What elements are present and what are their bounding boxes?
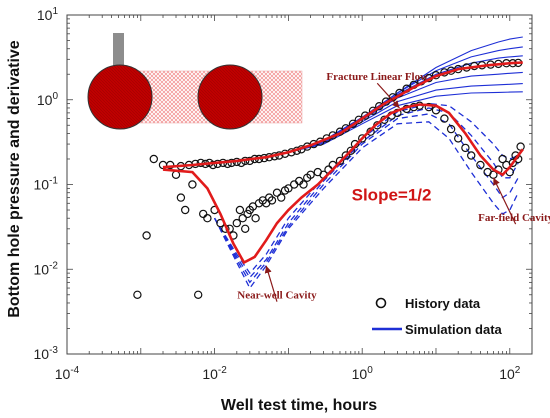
history-data-point — [341, 151, 350, 160]
history-data-point — [232, 218, 241, 228]
fracture-linear-flow-label: Fracture Linear Flow — [326, 71, 428, 83]
simulation-derivative-line — [214, 121, 519, 290]
history-data-point — [368, 106, 378, 116]
x-tick-label: 10-4 — [55, 365, 80, 382]
history-data-point — [180, 205, 190, 215]
far-field-cavity-disk — [197, 64, 263, 130]
legend-simulation-label: Simulation data — [405, 322, 503, 337]
history-data-point — [176, 193, 186, 202]
history-data-point — [299, 180, 308, 189]
near-well-cavity-label-arrow — [264, 265, 278, 302]
history-data-point — [476, 160, 485, 170]
history-data-point — [335, 156, 345, 166]
simulation-derivative-line — [214, 113, 519, 284]
y-tick-label: 101 — [37, 6, 59, 23]
history-data-point — [306, 170, 315, 179]
grid — [66, 15, 533, 355]
history-data-point — [193, 290, 203, 299]
history-data-point — [240, 224, 250, 233]
fit-curves — [162, 61, 524, 265]
fit-pressure-line — [162, 61, 523, 169]
history-data-point — [498, 154, 507, 164]
y-tick-label: 10-3 — [34, 345, 59, 362]
history-data-point — [238, 213, 247, 223]
history-data-point — [461, 143, 470, 153]
x-axis-ticks: 10-4 10-2 100 102 — [55, 365, 521, 382]
reservoir-schematic — [87, 33, 303, 130]
history-data-point — [208, 160, 218, 170]
history-data-point — [272, 188, 282, 197]
history-data-point — [149, 154, 158, 164]
y-tick-label: 10-1 — [34, 176, 59, 193]
y-tick-label: 100 — [37, 91, 59, 108]
history-data-point — [446, 124, 456, 134]
history-data-point — [198, 209, 208, 219]
near-well-cavity-label: Near-well Cavity — [237, 290, 317, 302]
history-data-point — [358, 134, 367, 143]
history-data-point — [346, 146, 355, 155]
x-tick-label: 102 — [499, 365, 521, 382]
near-well-cavity-disk — [87, 64, 153, 130]
legend-history-marker — [375, 297, 387, 309]
history-data-point — [235, 205, 245, 215]
history-data-point — [188, 180, 197, 189]
history-data-point — [142, 231, 151, 240]
history-data-point — [508, 158, 517, 168]
x-tick-label: 10-2 — [202, 365, 227, 382]
history-data-point — [203, 213, 212, 223]
history-data-point — [158, 160, 168, 170]
history-data-point — [133, 290, 142, 299]
legend: History data Simulation data — [372, 296, 503, 337]
plot-area: Fracture Linear Flow Slope=1/2 Far-field C… — [66, 14, 550, 355]
history-data-point — [265, 193, 274, 202]
fit-derivative-line — [162, 103, 524, 265]
history-data-point — [424, 102, 433, 112]
history-data-point — [267, 196, 277, 205]
history-data-point — [277, 193, 286, 202]
history-data-point — [223, 159, 232, 169]
x-axis-title: Well test time, hours — [221, 397, 377, 414]
annotations: Fracture Linear Flow Slope=1/2 Far-field C… — [237, 71, 550, 302]
history-data-point — [440, 114, 449, 123]
fracture-linear-flow-label-arrow — [376, 82, 400, 109]
legend-history-label: History data — [405, 296, 481, 311]
y-axis-ticks: 10-3 10-2 10-1 100 101 — [34, 6, 59, 362]
history-data-point — [251, 213, 260, 223]
well-stem — [113, 33, 124, 71]
far-field-cavity-label-arrow — [492, 177, 517, 225]
y-axis-title: Bottom hole pressure and derivative — [6, 40, 23, 318]
history-data-point — [454, 134, 463, 143]
history-data-point — [284, 184, 293, 193]
history-data-point — [467, 151, 476, 160]
y-tick-label: 10-2 — [34, 260, 59, 277]
x-tick-label: 100 — [352, 365, 374, 382]
far-field-cavity-label: Far-field Cavity — [478, 212, 550, 224]
slope-label: Slope=1/2 — [352, 185, 432, 204]
